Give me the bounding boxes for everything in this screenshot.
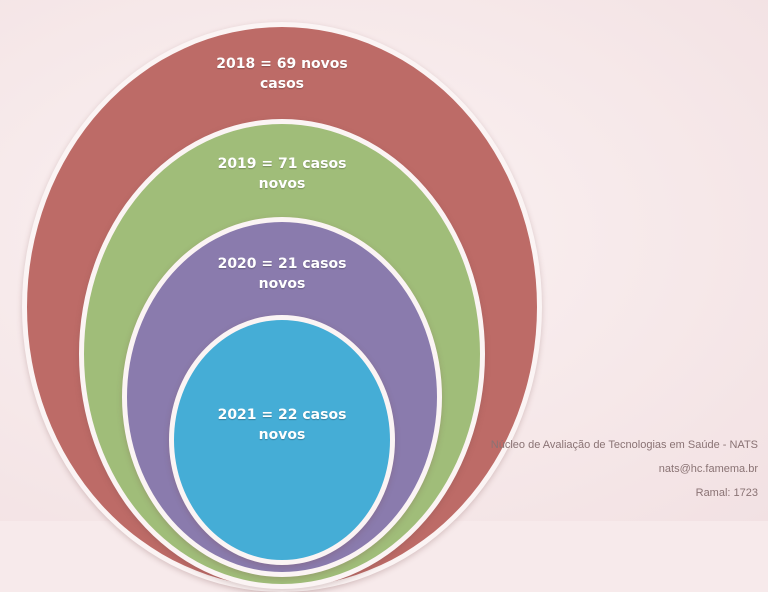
ring-2020-label-line1: 2020 = 21 casos <box>217 256 347 272</box>
ring-2021-label: 2021 = 22 casos novos <box>174 405 390 445</box>
ring-2020-label: 2020 = 21 casos novos <box>127 254 437 294</box>
footer-org: Núcleo de Avaliação de Tecnologias em Sa… <box>490 439 758 451</box>
footer: Núcleo de Avaliação de Tecnologias em Sa… <box>491 433 758 505</box>
ring-2021-label-line1: 2021 = 22 casos <box>217 407 347 423</box>
footer-email: nats@hc.famema.br <box>658 463 758 475</box>
ring-2018-label-line2: casos <box>259 76 305 92</box>
ring-2018-label-line1: 2018 = 69 novos <box>216 56 348 72</box>
footer-phone: Ramal: 1723 <box>695 487 758 499</box>
ring-2019-label-line1: 2019 = 71 casos <box>217 156 347 172</box>
ring-2021: 2021 = 22 casos novos <box>169 315 395 565</box>
ring-2018-label: 2018 = 69 novos casos <box>27 54 537 94</box>
ring-2021-label-line2: novos <box>258 427 306 443</box>
ring-2019-label-line2: novos <box>258 176 306 192</box>
ring-2019-label: 2019 = 71 casos novos <box>84 154 480 194</box>
ring-2020-label-line2: novos <box>258 276 306 292</box>
